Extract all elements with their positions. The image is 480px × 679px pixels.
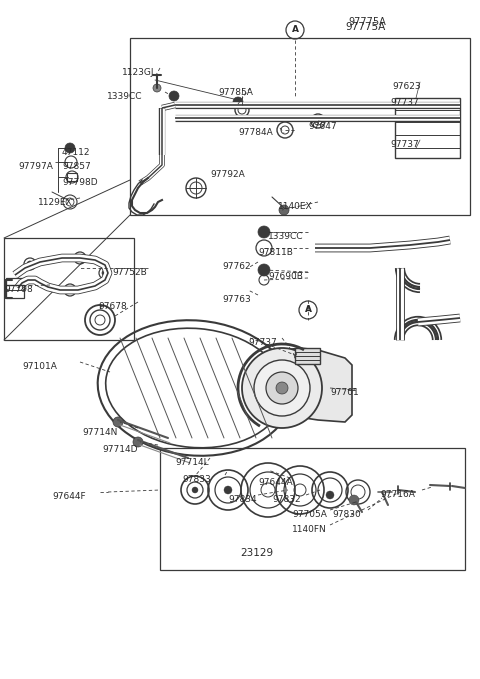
Bar	[395, 98, 460, 158]
Text: 97785A: 97785A	[218, 88, 253, 97]
Circle shape	[326, 491, 334, 499]
Circle shape	[254, 360, 310, 416]
Text: 1140EX: 1140EX	[278, 202, 312, 211]
Text: A: A	[304, 306, 312, 314]
Circle shape	[153, 84, 161, 92]
Circle shape	[258, 226, 270, 238]
Circle shape	[242, 348, 322, 428]
Text: 97833: 97833	[182, 475, 211, 484]
Circle shape	[77, 255, 83, 261]
Text: 23129: 23129	[240, 548, 273, 558]
Circle shape	[102, 270, 108, 276]
Text: 97798D: 97798D	[62, 178, 97, 187]
Circle shape	[276, 382, 288, 394]
Text: 97784A: 97784A	[238, 128, 273, 137]
Circle shape	[65, 143, 75, 153]
Text: 97834: 97834	[228, 495, 257, 504]
Text: 97701: 97701	[330, 388, 359, 397]
Text: 97737: 97737	[248, 338, 277, 347]
Circle shape	[67, 287, 73, 293]
Bar	[295, 348, 320, 364]
Text: 97830: 97830	[332, 510, 361, 519]
Text: 97811B: 97811B	[258, 248, 293, 257]
Text: 97644F: 97644F	[52, 492, 85, 501]
Text: 97798: 97798	[4, 285, 33, 294]
Bar	[160, 448, 465, 570]
Text: 97678: 97678	[98, 302, 127, 311]
Circle shape	[349, 495, 359, 505]
Text: 97857: 97857	[62, 162, 91, 171]
Text: 97714N: 97714N	[82, 428, 118, 437]
Circle shape	[192, 487, 198, 493]
Text: 1339CC: 1339CC	[268, 232, 303, 241]
Circle shape	[266, 372, 298, 404]
Bar	[4, 238, 134, 340]
Text: 97705A: 97705A	[292, 510, 327, 519]
Text: 97714D: 97714D	[102, 445, 137, 454]
Circle shape	[233, 97, 243, 107]
Text: 97792A: 97792A	[210, 170, 245, 179]
Text: A: A	[291, 26, 299, 35]
Text: 47112: 47112	[62, 148, 91, 157]
Text: 97775A: 97775A	[348, 17, 386, 27]
Text: 97644A: 97644A	[258, 478, 293, 487]
Text: 1129EX: 1129EX	[38, 198, 72, 207]
Text: 97623: 97623	[392, 82, 420, 91]
Text: 1123GJ: 1123GJ	[122, 68, 155, 77]
Circle shape	[133, 437, 143, 447]
Circle shape	[258, 264, 270, 276]
Text: 97775A: 97775A	[345, 22, 385, 32]
Circle shape	[27, 261, 33, 267]
Circle shape	[224, 486, 232, 494]
Text: 97101A: 97101A	[22, 362, 57, 371]
Text: 97714L: 97714L	[175, 458, 209, 467]
Circle shape	[279, 205, 289, 215]
Text: 97716A: 97716A	[380, 490, 415, 499]
Text: 97647: 97647	[308, 122, 336, 131]
Text: 97752B: 97752B	[112, 268, 147, 277]
Bar	[130, 38, 470, 215]
Text: 97763: 97763	[222, 295, 251, 304]
Bar	[67, 173, 77, 181]
Text: 97737: 97737	[390, 140, 419, 149]
Polygon shape	[265, 348, 352, 422]
Text: 1140FN: 1140FN	[292, 525, 327, 534]
Text: 97737: 97737	[390, 98, 419, 107]
Text: 97832: 97832	[272, 495, 300, 504]
Circle shape	[113, 417, 123, 427]
Bar	[6, 278, 24, 298]
Circle shape	[169, 91, 179, 101]
Text: 97797A: 97797A	[18, 162, 53, 171]
Text: 97690B: 97690B	[268, 272, 303, 281]
Text: 1339CC: 1339CC	[107, 92, 143, 101]
Text: 97762: 97762	[222, 262, 251, 271]
